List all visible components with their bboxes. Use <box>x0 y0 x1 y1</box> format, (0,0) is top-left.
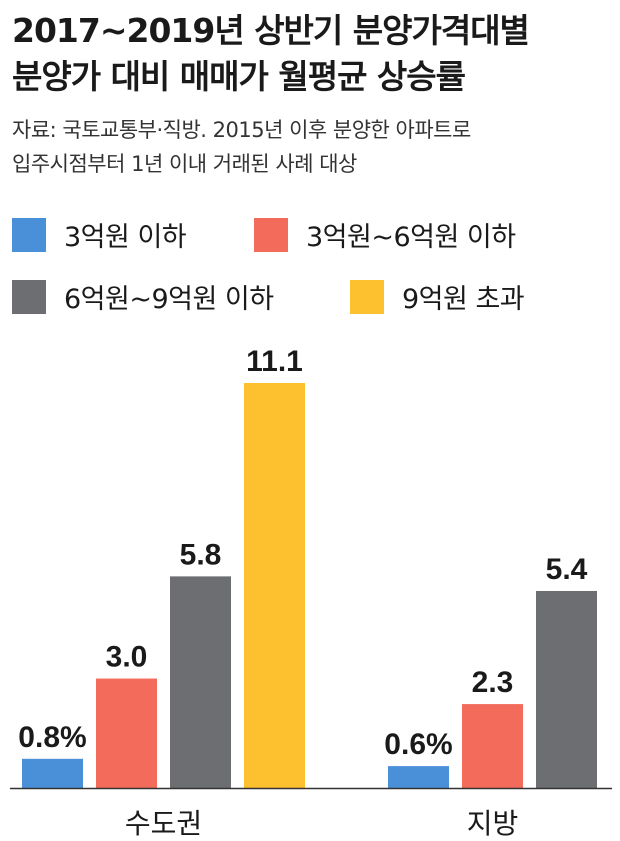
value-label-1-1: 0.8% <box>18 721 86 754</box>
legend-label-300m-600m: 3억원~6억원 이하 <box>306 222 516 253</box>
bar-1-3 <box>170 576 231 788</box>
bar-1-2 <box>96 678 157 788</box>
value-label-2-2: 2.3 <box>472 666 514 699</box>
source-note-line-1: 자료: 국토교통부·직방. 2015년 이후 분양한 아파트로 <box>12 118 471 142</box>
legend-label-600m-900m: 6억원~9억원 이하 <box>64 284 274 315</box>
legend-item-300m-600m: 3억원~6억원 이하 <box>254 215 516 254</box>
value-label-1-3: 5.8 <box>180 538 222 571</box>
source-note-line-2: 입주시점부터 1년 이내 거래된 사례 대상 <box>12 152 357 176</box>
legend-swatch-600m-900m <box>12 279 46 314</box>
legend-label-over-900m: 9억원 초과 <box>402 284 525 315</box>
legend-swatch-300m-600m <box>254 217 288 252</box>
bar-2-3 <box>536 590 597 788</box>
value-label-2-3: 5.4 <box>546 553 588 586</box>
legend-item-under-300m: 3억원 이하 <box>12 215 187 254</box>
legend-label-under-300m: 3억원 이하 <box>64 222 187 253</box>
legend-item-over-900m: 9억원 초과 <box>350 277 525 316</box>
value-label-1-2: 3.0 <box>106 641 148 674</box>
category-label-2: 지방 <box>467 807 519 840</box>
bar-1-1 <box>22 758 83 788</box>
category-label-1: 수도권 <box>125 807 202 840</box>
bar-1-4 <box>244 383 305 788</box>
chart-title-line-2: 분양가 대비 매매가 월평균 상승률 <box>12 57 466 96</box>
chart-title-line-1: 2017~2019년 상반기 분양가격대별 <box>12 11 530 50</box>
bar-2-1 <box>388 766 449 788</box>
bar-2-2 <box>462 704 523 788</box>
legend-item-600m-900m: 6억원~9억원 이하 <box>12 277 274 316</box>
legend-swatch-under-300m <box>12 217 46 252</box>
value-label-2-1: 0.6% <box>384 728 452 761</box>
value-label-1-4: 11.1 <box>246 345 303 378</box>
legend-swatch-over-900m <box>350 279 384 314</box>
